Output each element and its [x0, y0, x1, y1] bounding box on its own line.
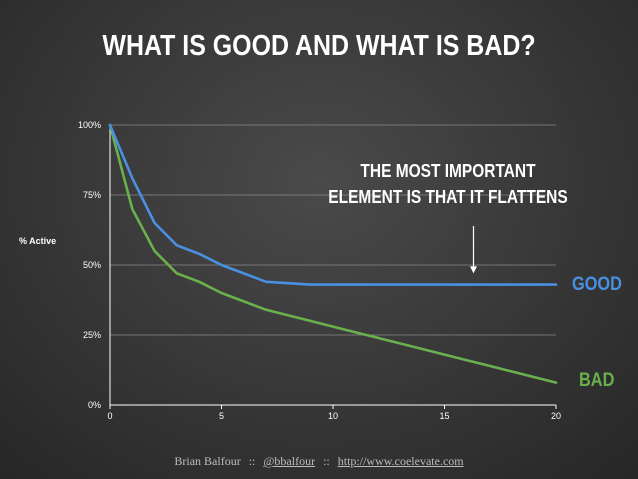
- footer-credits: Brian Balfour :: @bbalfour :: http://www…: [0, 454, 638, 469]
- footer-url-link[interactable]: http://www.coelevate.com: [337, 454, 464, 468]
- annotation-arrow-head: [469, 266, 477, 274]
- y-tick-label: 25%: [83, 330, 101, 340]
- annotation-text: THE MOST IMPORTANT ELEMENT IS THAT IT FL…: [321, 158, 576, 210]
- annotation-line-1: THE MOST IMPORTANT: [360, 161, 536, 181]
- chart-title: WHAT IS GOOD AND WHAT IS BAD?: [102, 30, 536, 62]
- footer-handle-link[interactable]: @bbalfour: [263, 454, 316, 468]
- x-tick-label: 5: [219, 411, 224, 421]
- x-tick-label: 10: [328, 411, 338, 421]
- x-tick-label: 20: [551, 411, 561, 421]
- bad-series-label: BAD: [579, 370, 615, 391]
- y-tick-label: 0%: [88, 400, 101, 410]
- footer-separator-2: ::: [323, 454, 330, 468]
- series-line-good: [108, 123, 558, 286]
- series-line-bad: [108, 123, 558, 384]
- y-tick-label: 75%: [83, 190, 101, 200]
- annotation-line-2: ELEMENT IS THAT IT FLATTENS: [328, 187, 568, 207]
- footer-author: Brian Balfour: [174, 454, 241, 468]
- x-tick-label: 15: [439, 411, 449, 421]
- footer-separator-1: ::: [248, 454, 256, 468]
- good-series-label: GOOD: [572, 274, 622, 295]
- x-tick-label: 0: [107, 411, 112, 421]
- y-tick-label: 100%: [78, 120, 101, 130]
- y-tick-label: 50%: [83, 260, 101, 270]
- y-axis-label: % Active: [19, 236, 57, 246]
